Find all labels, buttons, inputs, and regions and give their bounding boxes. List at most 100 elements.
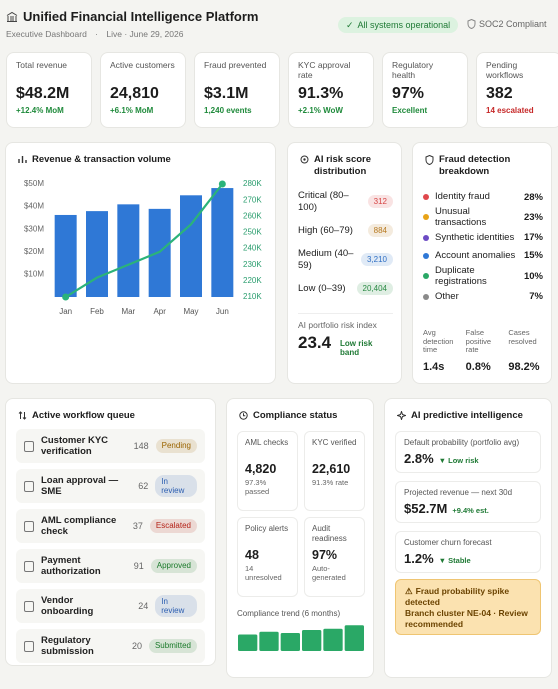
stat-label: Cases resolved xyxy=(508,328,537,346)
status-badge: Pending xyxy=(155,439,197,453)
status-pill: ✓ All systems operational xyxy=(338,17,459,33)
workflow-row: AML compliance check 37 Escalated xyxy=(16,509,205,543)
fraud-label: Identity fraud xyxy=(435,191,490,203)
x-tick-label: Feb xyxy=(90,307,104,316)
workflow-name: Vendor onboarding xyxy=(41,594,94,617)
title: Revenue & transaction volume xyxy=(32,154,171,165)
tile-value: 22,610 xyxy=(312,462,351,476)
tile-label: KYC verified xyxy=(312,438,357,447)
row-icon xyxy=(24,560,34,572)
status-badge: In review xyxy=(155,474,197,498)
tile-label: Customer churn forecast xyxy=(404,538,492,547)
tile-value: $52.7M xyxy=(404,501,448,516)
fraud-value: 15% xyxy=(523,250,543,262)
kpi-card: Pending workflows 382 14 escalated xyxy=(476,52,558,128)
title: Compliance status xyxy=(253,410,338,421)
bar xyxy=(117,204,140,297)
tile-value: 4,820 xyxy=(245,462,277,476)
tile-delta: ▼ Low risk xyxy=(438,456,479,465)
compliance-tiles: AML checks 4,820 97.3% passed KYC verified 2… xyxy=(237,431,365,597)
y2-tick-label: 280K xyxy=(243,179,262,188)
revenue-card: Revenue & transaction volume $10M $20M $30… xyxy=(5,142,276,384)
tile-note: 97.3% passed xyxy=(245,478,270,496)
workflow-count: 37 xyxy=(132,521,143,531)
workflow-count: 148 xyxy=(133,441,149,451)
subtitle: Executive Dashboard xyxy=(6,29,87,39)
status-badge: In review xyxy=(155,594,197,618)
workflow-name: Customer KYC verification xyxy=(41,434,109,457)
x-tick-label: Apr xyxy=(153,307,166,316)
risk-row: Medium (40–59) 3,210 xyxy=(298,245,393,274)
fraud-item: Account anomalies 15% xyxy=(423,247,543,265)
value-row: 1.2% ▼ Stable xyxy=(404,551,532,566)
kpi-card: Regulatory health 97% Excellent xyxy=(382,52,468,128)
x-tick-label: May xyxy=(183,307,198,316)
revenue-chart: $10M $20M $30M $40M $50M 210K 220K 230K 240K 250K… xyxy=(24,179,262,316)
fraud-item: Other 7% xyxy=(423,288,543,306)
risk-card: AI risk score distribution Critical (80–… xyxy=(287,142,402,384)
workflow-name: Regulatory submission xyxy=(41,634,94,657)
workflow-count: 91 xyxy=(133,561,144,571)
live-date: Live · June 29, 2026 xyxy=(106,29,184,39)
workflow-row: Vendor onboarding 24 In review xyxy=(16,589,205,623)
index-label: AI portfolio risk index xyxy=(298,320,377,330)
risk-count: 3,210 xyxy=(360,253,393,266)
trend-bar xyxy=(344,625,364,651)
card-title: Active workflow queue xyxy=(18,410,135,422)
workflow-row: Payment authorization 91 Approved xyxy=(16,549,205,583)
compliance-text: SOC2 Compliant xyxy=(479,19,547,29)
tile-label: Policy alerts xyxy=(245,524,289,533)
divider xyxy=(298,313,393,314)
trend-chart xyxy=(238,625,364,651)
trend-bar xyxy=(238,634,258,651)
row-icon xyxy=(24,480,34,492)
legend-dot xyxy=(423,234,429,241)
kpi-label: KYC approval rate xyxy=(298,60,351,80)
tile-value: 2.8% xyxy=(404,451,434,466)
fraud-label: Synthetic identities xyxy=(435,232,515,244)
alert: ⚠ Fraud probability spike detected Branch… xyxy=(395,579,541,635)
y-tick-label: $10M xyxy=(24,270,44,279)
kpi-delta: Excellent xyxy=(392,106,428,115)
workflow-card: Active workflow queue Customer KYC verif… xyxy=(5,398,216,666)
fraud-card: Fraud detection breakdown Identity fraud… xyxy=(412,142,552,384)
kpi-delta: +6.1% MoM xyxy=(110,106,154,115)
stat-label: Avg detection time xyxy=(423,328,454,355)
fraud-label: Unusual transactions xyxy=(435,206,487,229)
risk-row: Low (0–39) 20,404 xyxy=(298,274,393,303)
kpi-value: $48.2M xyxy=(16,85,70,102)
kpi-label: Regulatory health xyxy=(392,60,434,80)
tile-value: 97% xyxy=(312,548,338,562)
bar xyxy=(86,211,108,297)
trend-bar xyxy=(280,633,300,651)
y-tick-label: $50M xyxy=(24,179,44,188)
compliance-tile: Audit readiness 97% Auto-generated xyxy=(304,517,365,597)
row-icon xyxy=(24,640,34,652)
kpi-delta: 1,240 events xyxy=(204,106,252,115)
risk-rows: Critical (80–100) 312 High (60–79) 884 Mediu… xyxy=(298,187,393,303)
tile-label: AML checks xyxy=(245,438,289,447)
x-tick-label: Jan xyxy=(59,307,72,316)
status-badge: Approved xyxy=(150,559,197,573)
status-badge: Submitted xyxy=(148,639,197,653)
value-row: $52.7M +9.4% est. xyxy=(404,501,532,516)
kpi-value: 382 xyxy=(486,85,513,102)
prediction-tile: Projected revenue — next 30d $52.7M +9.4% … xyxy=(395,481,541,523)
kpi-card: Fraud prevented $3.1M 1,240 events xyxy=(194,52,280,128)
index-value: 23.4 xyxy=(298,333,332,352)
fraud-stat: Avg detection time 1.4s xyxy=(423,328,458,373)
fraud-value: 28% xyxy=(523,191,543,203)
alert-title: ⚠ Fraud probability spike detected xyxy=(405,586,510,608)
bank-icon xyxy=(6,11,18,22)
stat-value: 1.4s xyxy=(423,361,445,373)
tile-label: Default probability (portfolio avg) xyxy=(404,438,520,447)
workflow-name: AML compliance check xyxy=(41,514,117,537)
workflow-row: Regulatory submission 20 Submitted xyxy=(16,629,205,663)
card-title: Revenue & transaction volume xyxy=(18,154,171,166)
fraud-stat: Cases resolved 98.2% xyxy=(508,328,543,373)
risk-count: 884 xyxy=(367,224,393,237)
y-tick-label: $20M xyxy=(24,247,44,256)
fraud-value: 7% xyxy=(529,291,543,303)
kpi-delta: 14 escalated xyxy=(486,106,534,115)
